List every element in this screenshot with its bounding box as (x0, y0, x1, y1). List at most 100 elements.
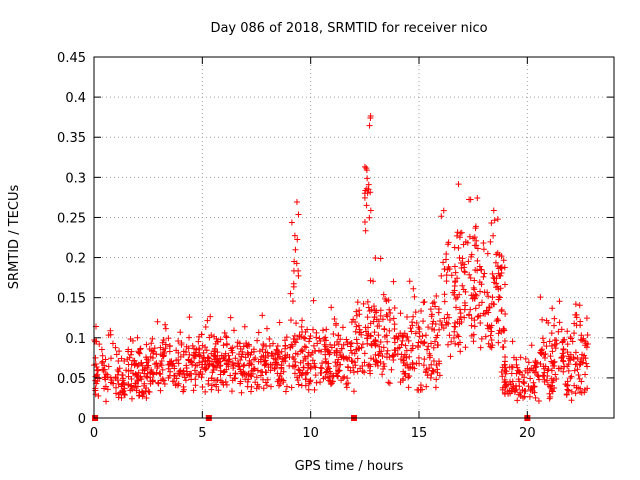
data-point (478, 299, 485, 306)
data-point (568, 373, 575, 380)
data-point (484, 250, 491, 257)
data-point (217, 371, 224, 378)
data-point (113, 384, 120, 391)
data-point (291, 232, 298, 239)
data-point (474, 245, 481, 252)
data-point (491, 217, 498, 224)
data-point (568, 397, 575, 404)
data-point (415, 354, 422, 361)
data-point (488, 337, 495, 344)
data-point (254, 367, 261, 374)
data-point (310, 297, 317, 304)
data-point (484, 289, 491, 296)
data-point (125, 346, 132, 353)
data-point (564, 381, 571, 388)
data-point (528, 342, 535, 349)
data-point (220, 355, 227, 362)
data-point (273, 346, 280, 353)
data-point (199, 371, 206, 378)
data-point (208, 332, 215, 339)
data-point (143, 341, 150, 348)
data-point (325, 360, 332, 367)
data-point (577, 318, 584, 325)
data-point (377, 307, 384, 314)
data-point (464, 239, 471, 246)
y-tick-label: 0.1 (65, 332, 86, 347)
data-point (232, 355, 239, 362)
data-point (202, 388, 209, 395)
data-point (493, 251, 500, 258)
data-point (250, 346, 257, 353)
data-point (267, 367, 274, 374)
data-point (402, 370, 409, 377)
data-point (501, 281, 508, 288)
data-point (311, 386, 318, 393)
data-point (132, 361, 139, 368)
data-point (471, 317, 478, 324)
data-point (471, 277, 478, 284)
data-point (441, 315, 448, 322)
y-tick-label: 0.45 (57, 51, 86, 66)
data-point (455, 333, 462, 340)
data-point (220, 342, 227, 349)
data-point (528, 385, 535, 392)
data-point (203, 364, 210, 371)
data-point (478, 281, 485, 288)
data-point (391, 347, 398, 354)
data-point (444, 311, 451, 318)
data-point (458, 318, 465, 325)
y-tick-label: 0.15 (57, 292, 86, 307)
data-point (229, 349, 236, 356)
data-point (536, 376, 543, 383)
data-point (367, 277, 374, 284)
data-point (175, 356, 182, 363)
data-point (571, 382, 578, 389)
data-point (584, 332, 591, 339)
data-point (211, 348, 218, 355)
data-point (114, 367, 121, 374)
data-point (388, 366, 395, 373)
data-point (344, 363, 351, 370)
data-point (112, 374, 119, 381)
data-point (349, 350, 356, 357)
data-point (271, 365, 278, 372)
data-point (542, 351, 549, 358)
data-point (417, 386, 424, 393)
data-point (240, 362, 247, 369)
data-point (403, 334, 410, 341)
data-point (214, 349, 221, 356)
data-point (481, 270, 488, 277)
data-point (471, 323, 478, 330)
data-point (316, 335, 323, 342)
data-point (318, 369, 325, 376)
data-point (424, 372, 431, 379)
data-point (513, 370, 520, 377)
data-point (237, 345, 244, 352)
data-point (95, 392, 102, 399)
data-point (391, 321, 398, 328)
data-point (472, 291, 479, 298)
data-point (425, 324, 432, 331)
data-point (92, 354, 99, 361)
data-point (452, 323, 459, 330)
data-point (390, 278, 397, 285)
data-point (343, 384, 350, 391)
data-point (348, 339, 355, 346)
data-point (275, 382, 282, 389)
data-point (517, 354, 524, 361)
data-point (497, 272, 504, 279)
data-point (92, 385, 99, 392)
data-point (498, 368, 505, 375)
data-point (467, 275, 474, 282)
data-point (312, 372, 319, 379)
data-point (531, 384, 538, 391)
data-point (139, 362, 146, 369)
data-point (221, 329, 228, 336)
x-tick-label: 20 (519, 426, 536, 441)
data-point (444, 341, 451, 348)
data-point (128, 382, 135, 389)
data-point (335, 368, 342, 375)
data-point (298, 382, 305, 389)
data-point (121, 391, 128, 398)
data-point (466, 233, 473, 240)
